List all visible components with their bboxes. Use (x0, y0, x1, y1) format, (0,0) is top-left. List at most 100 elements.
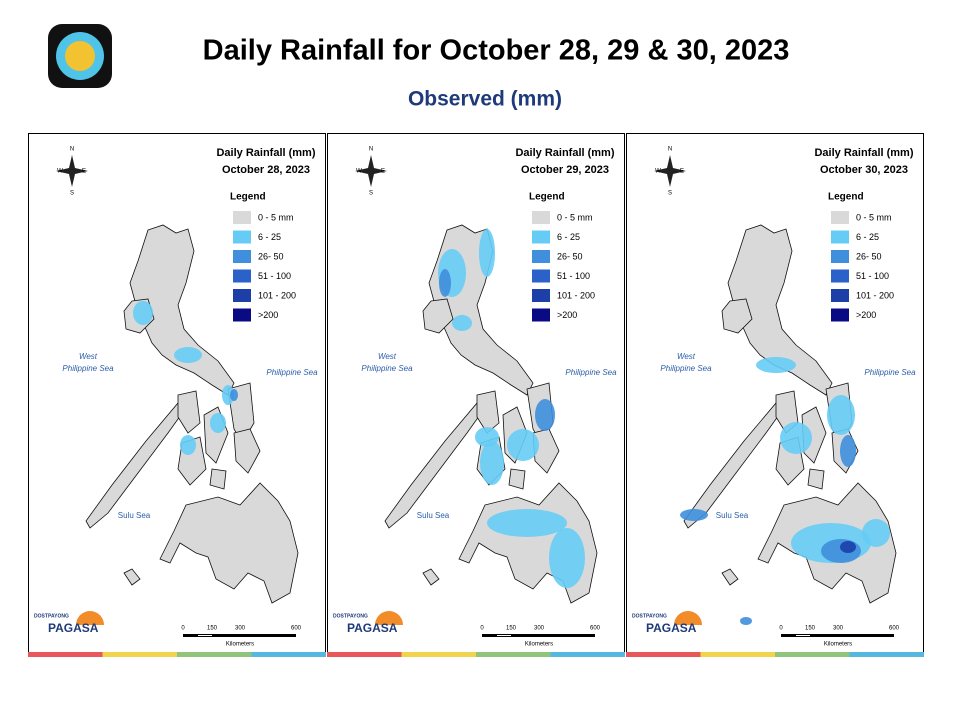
legend-title: Legend (828, 192, 864, 203)
panel-date: October 29, 2023 (521, 164, 609, 176)
legend-swatch (831, 289, 849, 302)
legend-label: 101 - 200 (557, 290, 595, 300)
logo-umbrella (674, 611, 702, 625)
compass-letter: S (70, 191, 74, 197)
sea-label: Philippine Sea (565, 368, 617, 377)
compass-star (56, 155, 88, 187)
logo-brand: PAYONG (48, 613, 69, 619)
compass-letter: E (381, 169, 385, 175)
legend-label: 26- 50 (856, 251, 882, 261)
compass-star (654, 155, 686, 187)
rain-area (756, 357, 796, 373)
legend-label: 51 - 100 (856, 271, 889, 281)
logo-agency: DOST (34, 613, 48, 619)
legend-label: >200 (557, 310, 577, 320)
rain-area (133, 301, 153, 325)
footer-stripe (28, 652, 103, 657)
landmass (85, 402, 189, 529)
rain-area (210, 413, 226, 433)
panel-date: October 28, 2023 (222, 164, 310, 176)
legend-label: 101 - 200 (856, 290, 894, 300)
compass-letter: S (668, 191, 672, 197)
compass: N S E W (355, 147, 387, 197)
compass-letter: N (369, 147, 373, 153)
landmass (721, 298, 753, 334)
rain-area (821, 539, 861, 563)
sea-label: West (79, 352, 98, 361)
scale-tick-label: 600 (889, 626, 900, 632)
scale-tick-label: 300 (534, 626, 545, 632)
legend-swatch (233, 308, 251, 322)
footer-stripe (550, 652, 625, 657)
rain-area (479, 229, 495, 277)
legend-swatch (233, 211, 251, 224)
legend-title: Legend (529, 192, 565, 203)
logo-brand: PAYONG (646, 613, 667, 619)
scale-bar (781, 634, 894, 637)
legend-swatch (532, 269, 550, 283)
compass-star (355, 155, 387, 187)
rain-area (840, 541, 856, 553)
legend-swatch (233, 250, 251, 263)
scale-tick-label: 0 (181, 626, 185, 632)
landmass (807, 468, 825, 490)
sea-label: West (677, 352, 696, 361)
scale-unit: Kilometers (525, 642, 553, 648)
legend-swatch (233, 230, 251, 244)
scale-tick-label: 600 (291, 626, 302, 632)
scale-tick-label: 0 (480, 626, 484, 632)
footer-stripe (476, 652, 551, 657)
rain-area (180, 435, 196, 455)
sea-label: Philippine Sea (266, 368, 318, 377)
scale-bar-gap (497, 635, 511, 636)
footer-stripe (327, 652, 402, 657)
logo-umbrella (375, 611, 403, 625)
scale-unit: Kilometers (824, 642, 852, 648)
sea-label: Sulu Sea (118, 511, 151, 520)
legend-swatch (831, 211, 849, 224)
logo-name: PAGASA (646, 621, 697, 635)
scale-tick-label: 300 (235, 626, 246, 632)
compass: N S E W (56, 147, 88, 197)
legend-label: 51 - 100 (557, 271, 590, 281)
sea-label: Sulu Sea (417, 511, 450, 520)
landmass (177, 390, 201, 434)
legend-title: Legend (230, 192, 266, 203)
footer-stripe (177, 652, 252, 657)
rain-area (549, 528, 585, 588)
legend-label: 26- 50 (557, 251, 583, 261)
panel-title: Daily Rainfall (mm) (814, 147, 913, 159)
landmass (422, 568, 440, 586)
rain-area (535, 399, 555, 431)
scale-tick-label: 600 (590, 626, 601, 632)
sea-label: Philippine Sea (660, 364, 712, 373)
compass-letter: N (70, 147, 74, 153)
scale-unit: Kilometers (226, 642, 254, 648)
sea-label: Sulu Sea (716, 511, 749, 520)
legend-swatch (233, 289, 251, 302)
scale-bar (183, 634, 296, 637)
compass-letter: E (680, 169, 684, 175)
logo-umbrella (76, 611, 104, 625)
map-panel: N S E W Daily Rainfall (mm) October 29, 2023 L… (327, 133, 625, 657)
footer-stripe (626, 652, 701, 657)
legend-label: 6 - 25 (258, 232, 281, 242)
footer-stripe (849, 652, 924, 657)
logo-name: PAGASA (347, 621, 398, 635)
sea-label: Philippine Sea (864, 368, 916, 377)
scale-tick-label: 150 (207, 626, 218, 632)
legend-swatch (831, 308, 849, 322)
landmass (508, 468, 526, 490)
rain-area (840, 435, 856, 467)
legend-swatch (831, 250, 849, 263)
sea-label: Philippine Sea (361, 364, 413, 373)
logo-core (65, 41, 95, 71)
rain-area (452, 315, 472, 331)
rain-area (862, 519, 890, 547)
compass: N S E W (654, 147, 686, 197)
landmass (209, 468, 227, 490)
logo-brand: PAYONG (347, 613, 368, 619)
logo-agency: DOST (333, 613, 347, 619)
compass-letter: N (668, 147, 672, 153)
